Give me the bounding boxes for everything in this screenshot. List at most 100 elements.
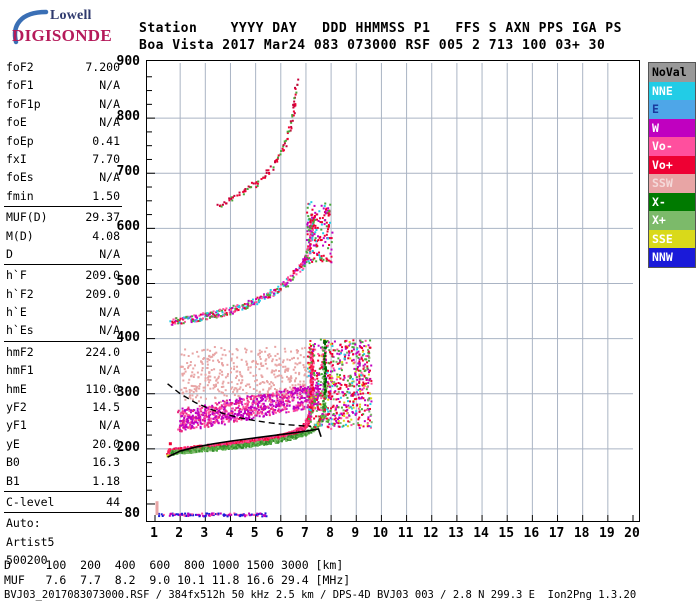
echo-pixel	[303, 427, 306, 430]
echo-pixel	[329, 375, 332, 378]
echo-pixel	[206, 409, 209, 412]
legend-item-w[interactable]: W	[649, 118, 695, 137]
echo-pixel	[167, 452, 170, 455]
echo-pixel	[276, 435, 279, 438]
echo-pixel	[360, 356, 363, 359]
legend-item-sse[interactable]: SSE	[649, 229, 695, 248]
echo-pixel	[262, 394, 265, 397]
echo-pixel	[337, 420, 340, 423]
echo-pixel	[343, 392, 346, 395]
echo-pixel	[347, 350, 350, 353]
echo-pixel	[282, 401, 285, 404]
echo-pixel	[239, 440, 242, 443]
echo-pixel	[323, 383, 326, 386]
legend-item-nnw[interactable]: NNW	[649, 248, 695, 267]
echo-pixel	[276, 157, 279, 160]
legend-item-x[interactable]: X-	[649, 192, 695, 211]
echo-pixel	[311, 249, 314, 252]
echo-pixel	[317, 380, 320, 383]
echo-pixel	[280, 402, 283, 405]
echo-pixel	[331, 364, 334, 367]
echo-pixel	[247, 185, 250, 188]
echo-pixel	[287, 397, 290, 400]
echo-pixel	[346, 390, 349, 393]
echo-pixel	[358, 358, 361, 361]
echo-pixel	[326, 340, 329, 343]
echo-pixel	[285, 407, 288, 410]
echo-pixel	[229, 313, 232, 316]
echo-pixel	[189, 394, 192, 397]
echo-pixel	[312, 366, 315, 369]
echo-pixel	[349, 377, 352, 380]
echo-pixel	[287, 398, 290, 401]
echo-pixel	[212, 421, 215, 424]
echo-pixel	[221, 382, 224, 385]
legend-item-vo[interactable]: Vo+	[649, 155, 695, 174]
echo-pixel	[335, 421, 338, 424]
echo-pixel	[264, 176, 267, 179]
legend-item-ssw[interactable]: SSW	[649, 174, 695, 193]
echo-pixel	[205, 512, 208, 515]
echo-pixel	[207, 408, 210, 411]
echo-pixel	[321, 348, 324, 351]
echo-pixel	[229, 371, 232, 374]
legend-item-x[interactable]: X+	[649, 211, 695, 230]
echo-pixel	[317, 426, 320, 429]
echo-pixel	[228, 350, 231, 353]
echo-pixel	[340, 367, 343, 370]
echo-pixel	[256, 398, 259, 401]
echo-pixel	[215, 513, 218, 516]
echo-pixel	[277, 290, 280, 293]
echo-pixel	[250, 301, 253, 304]
echo-pixel	[318, 408, 321, 411]
echo-pixel	[168, 514, 171, 517]
echo-pixel	[297, 383, 300, 386]
echo-pixel	[194, 411, 197, 414]
echo-pixel	[316, 404, 319, 407]
echo-pixel	[180, 451, 183, 454]
echo-pixel	[283, 282, 286, 285]
echo-pixel	[243, 514, 246, 517]
echo-pixel	[281, 380, 284, 383]
echo-pixel	[314, 211, 317, 214]
echo-pixel	[269, 355, 272, 358]
echo-pixel	[196, 513, 199, 516]
echo-pixel	[323, 410, 326, 413]
param-value: 209.0	[85, 268, 120, 283]
echo-pixel	[275, 158, 278, 161]
echo-pixel	[238, 407, 241, 410]
echo-pixel	[303, 405, 306, 408]
echo-pixel	[273, 410, 276, 413]
echo-pixel	[317, 352, 320, 355]
ionogram-plot[interactable]	[146, 60, 640, 522]
echo-pixel	[251, 403, 254, 406]
echo-pixel	[219, 444, 222, 447]
echo-pixel	[317, 382, 320, 385]
echo-pixel	[193, 314, 196, 317]
echo-pixel	[363, 382, 366, 385]
echo-pixel	[307, 245, 310, 248]
legend-item-noval[interactable]: NoVal	[649, 63, 695, 82]
echo-pixel	[193, 409, 196, 412]
echo-pixel	[310, 415, 313, 418]
legend-item-vo[interactable]: Vo-	[649, 137, 695, 156]
echo-pixel	[247, 443, 250, 446]
echo-pixel	[185, 387, 188, 390]
echo-pixel	[319, 424, 322, 427]
echo-pixel	[177, 428, 180, 431]
legend-item-e[interactable]: E	[649, 100, 695, 119]
echo-pixel	[352, 380, 355, 383]
echo-pixel	[341, 414, 344, 417]
echo-pixel	[309, 420, 312, 423]
echo-pixel	[317, 415, 320, 418]
echo-pixel	[341, 361, 344, 364]
echo-pixel	[185, 412, 188, 415]
echo-pixel	[316, 377, 319, 380]
echo-pixel	[352, 402, 355, 405]
echo-pixel	[253, 303, 256, 306]
legend-item-nne[interactable]: NNE	[649, 81, 695, 100]
echo-pixel	[192, 449, 195, 452]
x-axis-tick-label: 14	[473, 526, 489, 541]
echo-pixel	[273, 400, 276, 403]
echo-pixel	[346, 416, 349, 419]
